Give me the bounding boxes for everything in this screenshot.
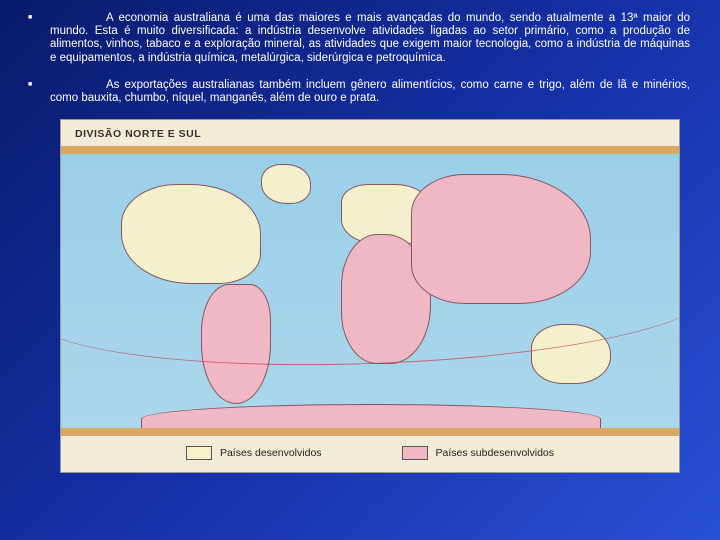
swatch-developed [186,446,212,460]
paragraph-1-text: A economia australiana é uma das maiores… [50,12,690,64]
paragraph-1: A economia australiana é uma das maiores… [50,12,690,65]
map-title: DIVISÃO NORTE E SUL [61,120,679,146]
map-panel: DIVISÃO NORTE E SUL Países desenvolvidos… [60,119,680,473]
legend-developed-label: Países desenvolvidos [220,447,322,459]
swatch-underdeveloped [402,446,428,460]
paragraph-2: As exportações australianas também inclu… [50,79,690,105]
legend-underdeveloped-label: Países subdesenvolvidos [436,447,555,459]
text-content: A economia australiana é uma das maiores… [0,0,720,105]
paragraph-2-text: As exportações australianas também inclu… [50,79,690,104]
map-legend: Países desenvolvidos Países subdesenvolv… [61,436,679,472]
landmass-antarctica [141,404,601,434]
legend-underdeveloped: Países subdesenvolvidos [402,446,555,460]
legend-developed: Países desenvolvidos [186,446,322,460]
landmass-greenland [261,164,311,204]
world-map [61,146,679,436]
